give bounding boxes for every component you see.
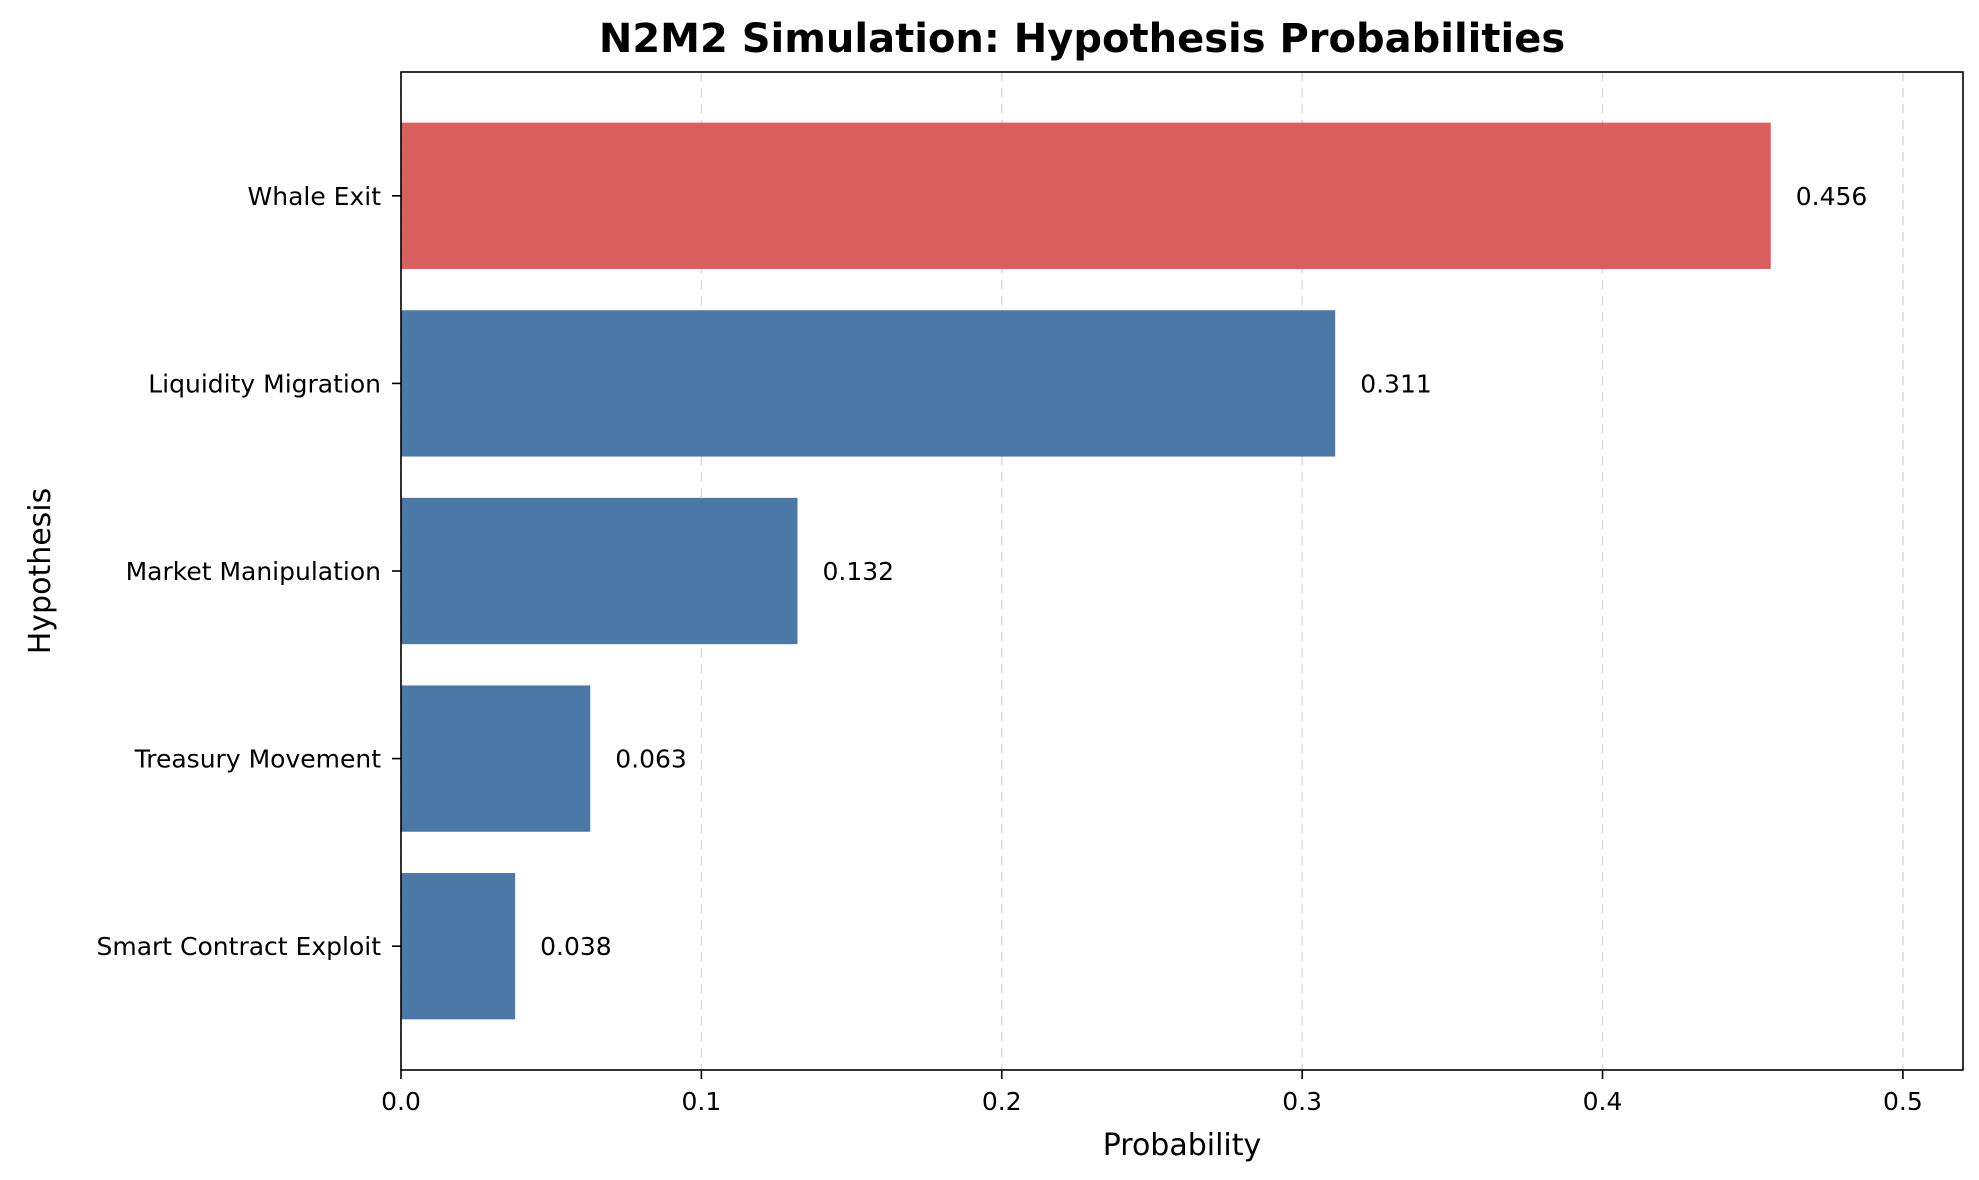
x-tick-label: 0.5 bbox=[1883, 1087, 1923, 1116]
x-tick-label: 0.4 bbox=[1583, 1087, 1623, 1116]
y-tick-label: Whale Exit bbox=[248, 182, 382, 211]
x-axis-ticks: 0.0 0.1 0.2 0.3 0.4 0.5 bbox=[381, 1070, 1923, 1116]
value-label: 0.311 bbox=[1360, 369, 1432, 398]
y-tick-label: Market Manipulation bbox=[126, 557, 381, 586]
bar-treasury-movement bbox=[401, 685, 591, 832]
y-axis-ticks: Whale Exit Liquidity Migration Market Mani… bbox=[96, 182, 401, 961]
bars bbox=[401, 122, 1771, 1020]
bar-smart-contract-exploit bbox=[401, 873, 516, 1020]
value-label: 0.063 bbox=[615, 745, 687, 774]
value-label: 0.132 bbox=[823, 557, 895, 586]
y-axis-label: Hypothesis bbox=[23, 488, 58, 655]
y-tick-label: Liquidity Migration bbox=[148, 369, 381, 398]
x-tick-label: 0.0 bbox=[381, 1087, 421, 1116]
x-tick-label: 0.3 bbox=[1282, 1087, 1322, 1116]
value-labels: 0.456 0.311 0.132 0.063 0.038 bbox=[540, 182, 1867, 961]
y-tick-label: Smart Contract Exploit bbox=[96, 932, 381, 961]
chart-title: N2M2 Simulation: Hypothesis Probabilitie… bbox=[599, 16, 1565, 62]
x-axis-label: Probability bbox=[1103, 1128, 1262, 1163]
value-label: 0.038 bbox=[540, 932, 612, 961]
x-tick-label: 0.1 bbox=[682, 1087, 722, 1116]
value-label: 0.456 bbox=[1796, 182, 1868, 211]
bar-market-manipulation bbox=[401, 497, 798, 645]
x-tick-label: 0.2 bbox=[982, 1087, 1022, 1116]
y-tick-label: Treasury Movement bbox=[134, 745, 382, 774]
bar-whale-exit bbox=[401, 122, 1771, 269]
bar-liquidity-migration bbox=[401, 310, 1336, 457]
